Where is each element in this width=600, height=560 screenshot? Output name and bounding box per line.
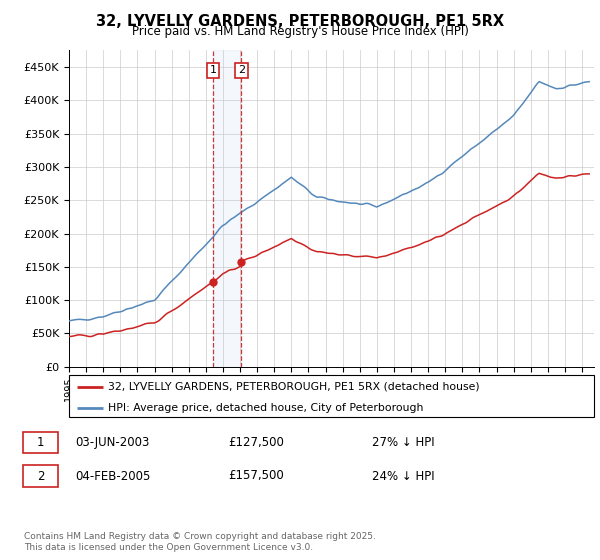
Text: 2: 2 (238, 66, 245, 76)
Text: Contains HM Land Registry data © Crown copyright and database right 2025.
This d: Contains HM Land Registry data © Crown c… (24, 532, 376, 552)
Text: 32, LYVELLY GARDENS, PETERBOROUGH, PE1 5RX (detached house): 32, LYVELLY GARDENS, PETERBOROUGH, PE1 5… (109, 382, 480, 392)
Text: £127,500: £127,500 (228, 436, 284, 449)
Text: 04-FEB-2005: 04-FEB-2005 (75, 469, 151, 483)
Text: Price paid vs. HM Land Registry's House Price Index (HPI): Price paid vs. HM Land Registry's House … (131, 25, 469, 38)
Bar (213, 50, 241, 367)
FancyBboxPatch shape (23, 465, 58, 487)
FancyBboxPatch shape (23, 432, 58, 453)
Text: 1: 1 (209, 66, 217, 76)
Text: 24% ↓ HPI: 24% ↓ HPI (372, 469, 434, 483)
Text: £157,500: £157,500 (228, 469, 284, 483)
Text: 1: 1 (37, 436, 44, 449)
Text: 2: 2 (37, 469, 44, 483)
Text: 03-JUN-2003: 03-JUN-2003 (75, 436, 149, 449)
Text: 32, LYVELLY GARDENS, PETERBOROUGH, PE1 5RX: 32, LYVELLY GARDENS, PETERBOROUGH, PE1 5… (96, 14, 504, 29)
Text: HPI: Average price, detached house, City of Peterborough: HPI: Average price, detached house, City… (109, 403, 424, 413)
Text: 27% ↓ HPI: 27% ↓ HPI (372, 436, 434, 449)
FancyBboxPatch shape (69, 375, 594, 417)
